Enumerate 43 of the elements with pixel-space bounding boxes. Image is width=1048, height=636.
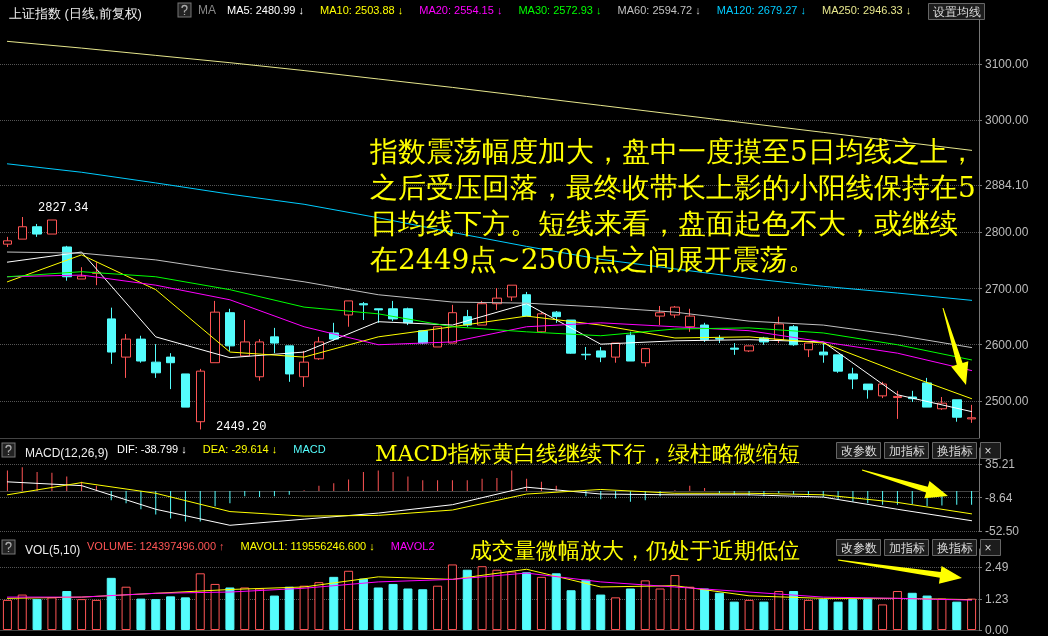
y-tick-label: 3100.00: [985, 56, 1029, 71]
annotation: 改参数: [840, 443, 877, 458]
text: MA5: 2480.99 ↓: [227, 3, 305, 16]
y-tick-label: 1.23: [985, 591, 1009, 606]
annotation: 改参数: [840, 540, 877, 555]
text: MACD: [293, 442, 326, 455]
y-tick-label: 2700.00: [985, 281, 1029, 296]
y-tick-label: 2600.00: [985, 337, 1029, 352]
annotation: 成交量微幅放大，仍处于近期低位: [470, 537, 800, 563]
y-tick-label: 2884.10: [985, 178, 1029, 193]
chart-title: MACD(12,26,9): [25, 446, 109, 460]
annotation: 2827.34: [38, 201, 89, 215]
text: DIF: -38.799 ↓: [117, 442, 187, 455]
text: MA120: 2679.27 ↓: [716, 3, 807, 16]
text: ×: [984, 443, 992, 458]
y-tick-label: 2800.00: [985, 225, 1029, 240]
legend-title: MA: [198, 3, 216, 17]
text: MA20: 2554.15 ↓: [419, 3, 503, 16]
y-tick-label: 3000.00: [985, 113, 1029, 128]
y-tick-label: 2500.00: [985, 393, 1029, 408]
y-tick-label: 0.00: [985, 623, 1009, 636]
text: 设置均线: [932, 4, 981, 19]
text: MA10: 2503.88 ↓: [320, 3, 404, 16]
annotation: 加指标: [888, 443, 925, 458]
annotation: 换指标: [936, 540, 973, 555]
y-tick-label: 35.21: [985, 457, 1016, 472]
text: ×: [984, 540, 992, 555]
chart-title: 上证指数 (日线,前复权): [9, 6, 142, 21]
text: DEA: -29.614 ↓: [202, 442, 278, 455]
text: MA30: 2572.93 ↓: [518, 3, 602, 16]
annotation: 2449.20: [216, 420, 267, 434]
y-tick-label: -8.64: [985, 490, 1013, 505]
annotation: 换指标: [936, 443, 973, 458]
y-tick-label: 2.49: [985, 559, 1009, 574]
text: MAVOL1: 119556246.600 ↓: [240, 539, 375, 552]
annotation: MACD指标黄白线继续下行，绿柱略微缩短: [375, 440, 800, 466]
y-tick-label: -52.50: [985, 524, 1020, 538]
text: MAVOL2: [390, 539, 435, 552]
text: MA60: 2594.72 ↓: [617, 3, 701, 16]
text: VOLUME: 124397496.000 ↑: [87, 539, 225, 552]
text: MA250: 2946.33 ↓: [822, 3, 912, 16]
chart-title: VOL(5,10): [25, 543, 81, 557]
annotation: 加指标: [888, 540, 925, 555]
